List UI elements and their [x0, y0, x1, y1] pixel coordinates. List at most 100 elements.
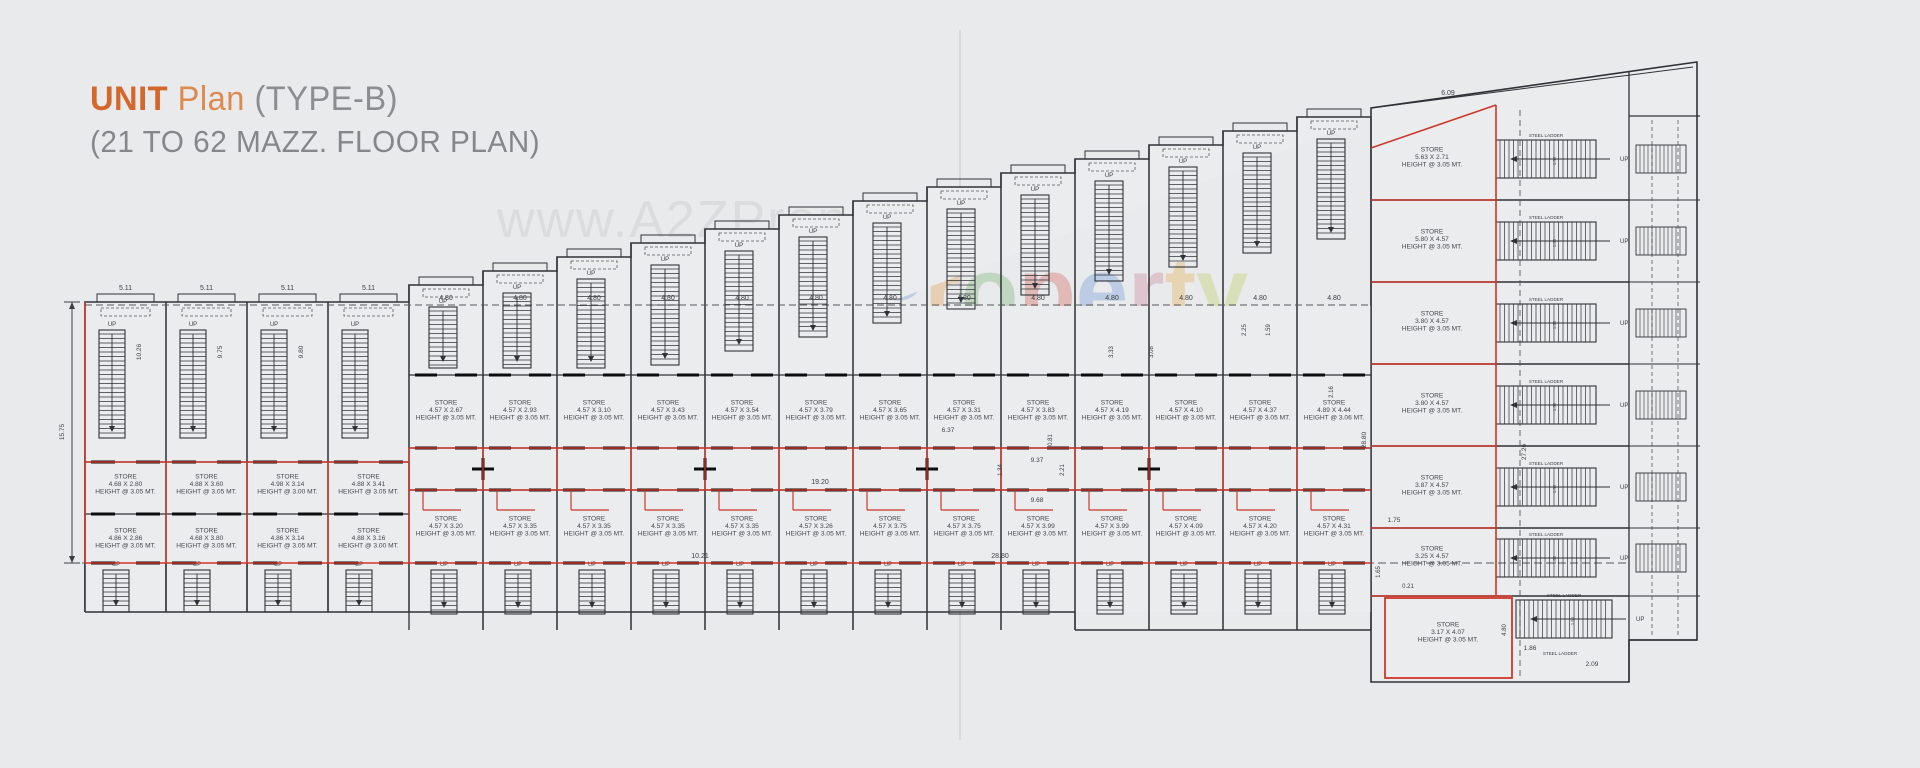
store-label: STORE 4.57 X 3.83 HEIGHT @ 3.05 MT.: [1008, 400, 1069, 422]
dim-label: 9.37: [1031, 457, 1044, 464]
dim-label: STEEL LADDER: [1529, 133, 1564, 138]
dim-label: STEEL LADDER: [1529, 215, 1564, 220]
store-label: STORE 4.57 X 3.54 HEIGHT @ 3.05 MT.: [712, 400, 773, 422]
store-label: STORE 4.57 X 3.35 HEIGHT @ 3.05 MT.: [490, 516, 551, 538]
dim-label: STEEL LADDER: [1529, 379, 1564, 384]
dim-label: 4.80: [1253, 295, 1267, 302]
store-label: STORE 4.57 X 3.99 HEIGHT @ 3.05 MT.: [1008, 516, 1069, 538]
dim-label: 1.50: [1552, 238, 1557, 247]
dim-label: UP: [1636, 617, 1644, 623]
store-label: STORE 4.57 X 3.75 HEIGHT @ 3.05 MT.: [860, 516, 921, 538]
dim-label: UP: [1620, 239, 1628, 245]
dim-label: UP: [189, 322, 197, 328]
dim-label: 2.09: [1586, 661, 1599, 668]
store-label: STORE 4.57 X 4.37 HEIGHT @ 3.05 MT.: [1230, 400, 1291, 422]
dim-label: 0.21: [1402, 584, 1414, 590]
store-label: STORE 4.57 X 3.75 HEIGHT @ 3.05 MT.: [934, 516, 995, 538]
store-label: STORE 3.25 X 4.57 HEIGHT @ 3.05 MT.: [1402, 546, 1463, 568]
dim-label: 15.75: [59, 423, 66, 440]
unit-outline-red: [84, 104, 1513, 679]
dim-label: 4.80: [1502, 624, 1508, 636]
store-label: STORE 4.57 X 3.31 HEIGHT @ 3.05 MT.: [934, 400, 995, 422]
dim-label: UP: [1031, 187, 1039, 193]
dim-label: 19.20: [811, 479, 829, 486]
dim-label: UP: [1032, 562, 1040, 568]
title-type: (TYPE-B): [254, 80, 398, 118]
dim-label: UP: [588, 562, 596, 568]
dim-label: UP: [193, 562, 201, 568]
dim-label: 3.08: [1149, 346, 1155, 358]
dim-label: 9.80: [298, 345, 305, 358]
store-label: STORE 4.57 X 4.09 HEIGHT @ 3.05 MT.: [1156, 516, 1217, 538]
store-label: STORE 4.57 X 4.20 HEIGHT @ 3.05 MT.: [1230, 516, 1291, 538]
dim-label: 0.81: [1048, 434, 1054, 446]
dim-label: 4.80: [1327, 295, 1341, 302]
store-label: STORE 3.17 X 4.07 HEIGHT @ 3.05 MT.: [1418, 622, 1479, 644]
dim-label: UP: [270, 322, 278, 328]
dim-label: UP: [1620, 321, 1628, 327]
stairs: UP UP UP UP UP UP UP UP UP UP UP UP UP UP UP UP UP UP UP UP…: [98, 131, 1644, 639]
dim-label: UP: [735, 243, 743, 249]
dim-label: 1.86: [1524, 645, 1537, 652]
store-label: STORE 4.57 X 3.99 HEIGHT @ 3.05 MT.: [1082, 516, 1143, 538]
dim-label: UP: [661, 257, 669, 263]
store-label: STORE 4.57 X 4.19 HEIGHT @ 3.05 MT.: [1082, 400, 1143, 422]
dim-label: 4.80: [735, 295, 749, 302]
store-label: STORE 3.80 X 4.57 HEIGHT @ 3.05 MT.: [1402, 311, 1463, 333]
dim-label: 2.21: [1060, 464, 1066, 476]
store-label: STORE 4.57 X 2.93 HEIGHT @ 3.05 MT.: [490, 400, 551, 422]
dim-label: 5.11: [362, 285, 375, 292]
store-label: STORE 4.88 X 3.16 HEIGHT @ 3.00 MT.: [338, 528, 399, 550]
dim-label: 4.80: [1179, 295, 1193, 302]
dim-label: 1.75: [1388, 517, 1401, 524]
store-label: STORE 3.87 X 4.57 HEIGHT @ 3.05 MT.: [1402, 475, 1463, 497]
dim-label: UP: [810, 562, 818, 568]
title-line2: (21 TO 62 MAZZ. FLOOR PLAN): [90, 123, 541, 159]
dim-label: 1.50: [1552, 484, 1557, 493]
dim-label: UP: [587, 271, 595, 277]
dim-label: STEEL LADDER: [1529, 297, 1564, 302]
store-label: STORE 4.57 X 3.35 HEIGHT @ 3.05 MT.: [712, 516, 773, 538]
dim-label: 4.80: [1031, 295, 1045, 302]
store-label: STORE 5.63 X 2.71 HEIGHT @ 3.05 MT.: [1402, 147, 1463, 169]
dim-label: 5.11: [281, 285, 294, 292]
dim-label: 10.21: [691, 553, 709, 560]
dim-label: UP: [957, 201, 965, 207]
dim-label: 1.50: [1552, 402, 1557, 411]
dim-label: STEEL LADDER: [1529, 461, 1564, 466]
dim-label: 27.26: [1521, 443, 1528, 460]
store-label: STORE 4.57 X 3.35 HEIGHT @ 3.05 MT.: [638, 516, 699, 538]
store-label: STORE 4.86 X 2.86 HEIGHT @ 3.05 MT.: [95, 528, 156, 550]
dim-label: 1.50: [1552, 555, 1557, 564]
dim-label: 28.80: [991, 553, 1009, 560]
store-label: STORE 4.89 X 4.44 HEIGHT @ 3.06 MT.: [1304, 400, 1365, 422]
dim-label: 9.68: [1031, 497, 1044, 504]
dim-label: STEEL LADDER: [1547, 593, 1582, 598]
dim-label: 4.80: [587, 295, 601, 302]
building-walls: [64, 61, 1700, 683]
dim-label: STEEL LADDER: [1543, 651, 1578, 656]
dim-label: 4.80: [809, 295, 823, 302]
dim-label: UP: [1620, 157, 1628, 163]
store-label: STORE 4.57 X 3.10 HEIGHT @ 3.05 MT.: [564, 400, 625, 422]
dim-label: UP: [1105, 173, 1113, 179]
dim-label: UP: [514, 562, 522, 568]
dim-label: 1.65: [1376, 566, 1382, 578]
dim-label: UP: [1327, 131, 1335, 137]
dim-label: 2.16: [1329, 386, 1335, 398]
store-label: STORE 4.86 X 3.14 HEIGHT @ 3.05 MT.: [257, 528, 318, 550]
dim-label: STEEL LADDER: [1529, 532, 1564, 537]
dim-label: UP: [1179, 159, 1187, 165]
dim-label: UP: [355, 562, 363, 568]
store-label: STORE 4.57 X 2.67 HEIGHT @ 3.05 MT.: [416, 400, 477, 422]
dim-label: UP: [1180, 562, 1188, 568]
drawing-title: UNIT Plan (TYPE-B) (21 TO 62 MAZZ. FLOOR…: [90, 78, 540, 161]
dim-label: 1.50: [1570, 616, 1575, 625]
dim-label: 6.37: [942, 427, 955, 434]
dim-label: UP: [1620, 403, 1628, 409]
dim-label: UP: [1620, 556, 1628, 562]
store-label: STORE 4.88 X 3.41 HEIGHT @ 3.05 MT.: [338, 474, 399, 496]
dim-label: 1.34: [998, 464, 1004, 476]
